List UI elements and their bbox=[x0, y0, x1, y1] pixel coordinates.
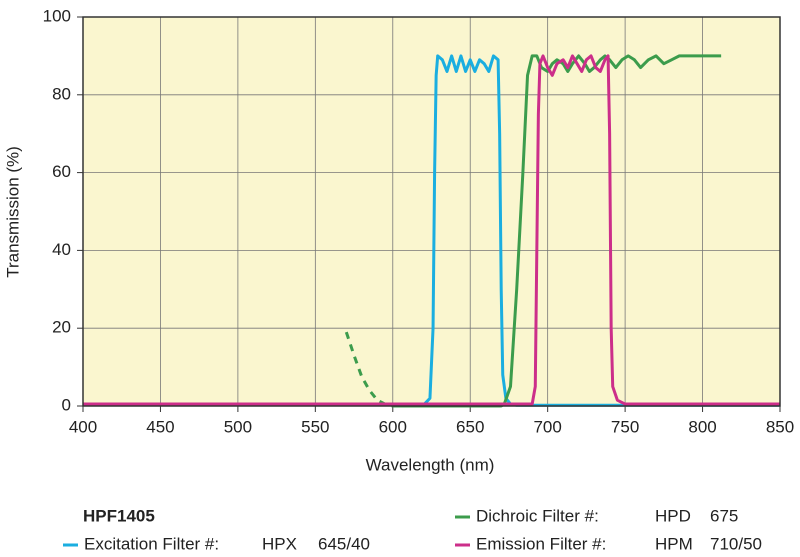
x-axis-label: Wavelength (nm) bbox=[366, 455, 495, 474]
legend-label: Dichroic Filter #: bbox=[476, 506, 599, 525]
line bbox=[83, 54, 780, 406]
y-tick-label: 0 bbox=[62, 395, 71, 414]
x-tick-label: 700 bbox=[533, 417, 561, 436]
lines bbox=[83, 54, 780, 408]
legend-part: HPD bbox=[655, 506, 691, 525]
x-tick-label: 500 bbox=[224, 417, 252, 436]
y-tick-label: 100 bbox=[43, 6, 71, 25]
x-tick-label: 650 bbox=[456, 417, 484, 436]
legend-spec: 675 bbox=[710, 506, 738, 525]
legend-title: HPF1405 bbox=[83, 506, 155, 525]
y-tick-label: 20 bbox=[52, 318, 71, 337]
line bbox=[83, 54, 780, 407]
legend-label: Emission Filter #: bbox=[476, 534, 606, 553]
plot-border bbox=[82, 16, 781, 407]
x-tick-label: 600 bbox=[379, 417, 407, 436]
x-tick-label: 800 bbox=[688, 417, 716, 436]
legend-part: HPM bbox=[655, 534, 693, 553]
legend-label: Excitation Filter #: bbox=[84, 534, 219, 553]
x-tick-label: 400 bbox=[69, 417, 97, 436]
x-tick-label: 550 bbox=[301, 417, 329, 436]
legend-part: HPX bbox=[262, 534, 297, 553]
x-tick-label: 750 bbox=[611, 417, 639, 436]
legend: Excitation Filter #: HPX 645/40 Dichroic Fi… bbox=[63, 506, 762, 553]
y-tick-label: 40 bbox=[52, 240, 71, 259]
x-tick-label: 450 bbox=[146, 417, 174, 436]
legend-spec: 710/50 bbox=[710, 534, 762, 553]
y-tick-label: 80 bbox=[52, 84, 71, 103]
y-axis-label: Transmission (%) bbox=[3, 146, 22, 278]
y-tick-label: 60 bbox=[52, 162, 71, 181]
x-tick-label: 850 bbox=[766, 417, 794, 436]
line bbox=[392, 54, 722, 408]
legend-spec: 645/40 bbox=[318, 534, 370, 553]
